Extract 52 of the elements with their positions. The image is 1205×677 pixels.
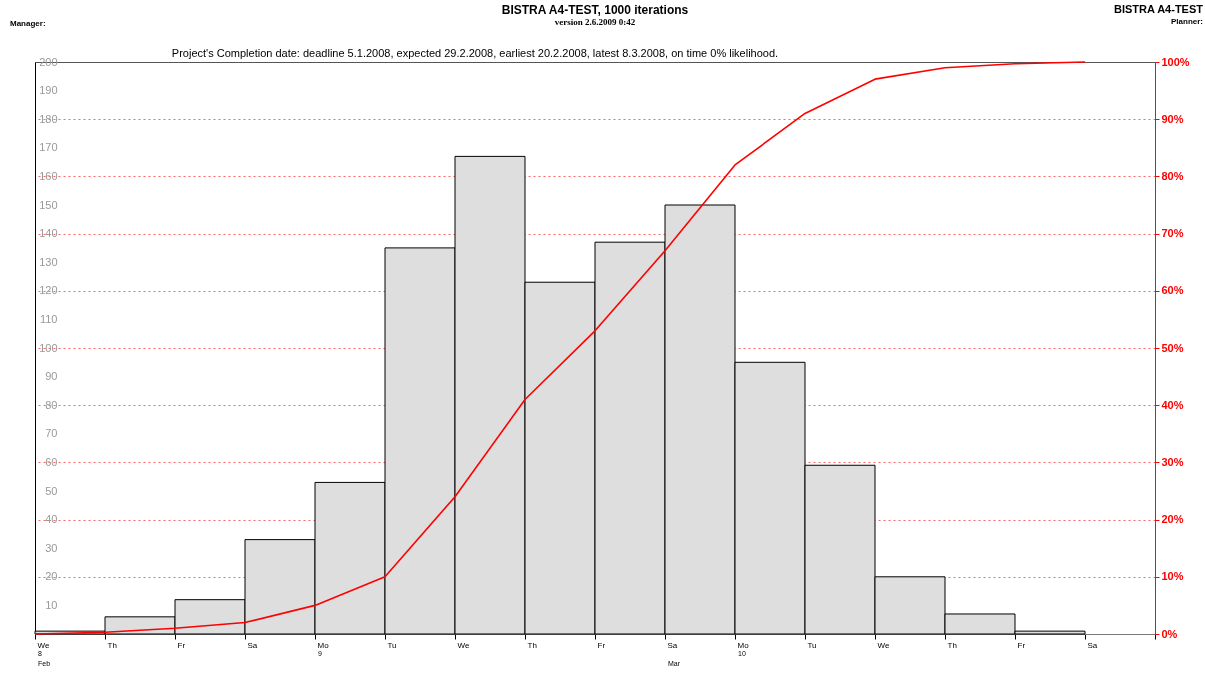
y-tick-label: 30 bbox=[45, 541, 58, 554]
y-tick-label: 170 bbox=[39, 141, 58, 154]
y-tick-label: 40 bbox=[45, 513, 58, 526]
x-tick-label: Th bbox=[527, 640, 537, 650]
y2-tick-label: 90% bbox=[1161, 112, 1184, 125]
x-tick-label: Sa bbox=[247, 640, 258, 650]
y2-tick-label: 60% bbox=[1161, 284, 1184, 297]
x-tick-label: Tu bbox=[807, 640, 817, 650]
text: Project's Completion date: deadline 5.1.2008, expected 29.2.2008, earliest 20.2.2008, latest 8.3.2008, on time 0% likelihood. bbox=[171, 47, 779, 59]
x-tick-label: Sa bbox=[667, 640, 678, 650]
y2-tick-label: 100% bbox=[1161, 55, 1190, 68]
y2-tick-label: 80% bbox=[1161, 169, 1184, 182]
y-tick-label: 150 bbox=[39, 198, 58, 211]
y-tick-label: 10 bbox=[45, 598, 58, 611]
y-tick-label: 110 bbox=[39, 312, 58, 325]
y2-tick-label: 40% bbox=[1161, 398, 1184, 411]
y2-tick-label: 50% bbox=[1161, 341, 1184, 354]
x-tick-label: We bbox=[37, 640, 50, 650]
y2-tick-label: 10% bbox=[1161, 570, 1184, 583]
x-tick-label: Mo bbox=[317, 640, 330, 650]
chart-subtitle: version 2.6.2009 0:42 bbox=[554, 17, 636, 27]
y2-tick-label: 30% bbox=[1161, 455, 1184, 468]
y-tick-label: 70 bbox=[45, 427, 58, 440]
y-tick-label: 90 bbox=[45, 370, 58, 383]
x-tick-label: Fr bbox=[597, 640, 606, 650]
y-tick-label: 130 bbox=[39, 255, 58, 268]
y-tick-label: 160 bbox=[39, 169, 58, 182]
y-tick-label: 60 bbox=[45, 455, 58, 468]
x-tick-label: Th bbox=[107, 640, 117, 650]
y-tick-label: 20 bbox=[45, 570, 58, 583]
text: Planner: bbox=[1170, 17, 1203, 26]
text: BISTRA A4-TEST bbox=[1113, 3, 1204, 15]
x-tick-label: We bbox=[877, 640, 890, 650]
text: Manager: bbox=[10, 19, 46, 28]
x-tick-label: Tu bbox=[387, 640, 397, 650]
y2-tick-label: 20% bbox=[1161, 513, 1184, 526]
x-tick-label: Fr bbox=[177, 640, 186, 650]
y2-tick-label: 0% bbox=[1161, 627, 1178, 640]
y-tick-label: 180 bbox=[39, 112, 58, 125]
y-tick-label: 140 bbox=[39, 227, 58, 240]
y-tick-label: 100 bbox=[39, 341, 58, 354]
y-tick-label: 50 bbox=[45, 484, 58, 497]
y2-tick-label: 70% bbox=[1161, 227, 1184, 240]
x-tick-label: Th bbox=[947, 640, 957, 650]
y-tick-label: 120 bbox=[39, 284, 58, 297]
x-tick-label: Mo bbox=[737, 640, 750, 650]
x-tick-label: We bbox=[457, 640, 470, 650]
y-tick-label: 80 bbox=[45, 398, 58, 411]
chart-title: BISTRA A4-TEST, 1000 iterations bbox=[501, 3, 689, 17]
y-tick-label: 190 bbox=[39, 84, 58, 97]
x-tick-label: Sa bbox=[1087, 640, 1098, 650]
x-tick-label: Fr bbox=[1017, 640, 1026, 650]
